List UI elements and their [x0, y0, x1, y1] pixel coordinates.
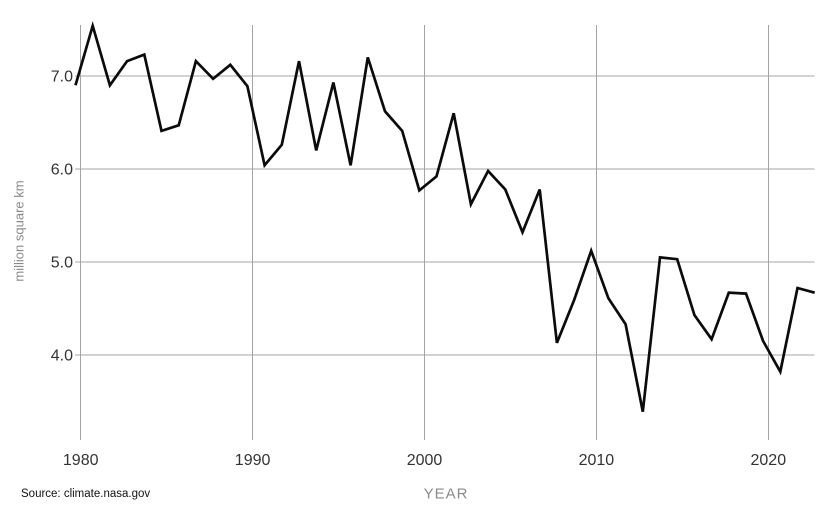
y-tick-label: 5.0: [51, 255, 73, 272]
y-axis-title: million square km: [11, 180, 27, 282]
source-attribution: Source: climate.nasa.gov: [21, 488, 151, 500]
y-tick-label: 6.0: [51, 162, 73, 179]
x-tick-label: 2010: [579, 452, 615, 469]
x-axis-title: YEAR: [423, 485, 469, 503]
x-tick-label: 1980: [63, 452, 99, 469]
sea-ice-extent-line: [74, 20, 816, 412]
y-tick-label: 4.0: [51, 348, 73, 365]
y-tick-label: 7.0: [51, 69, 73, 86]
x-tick-label: 2000: [407, 452, 443, 469]
x-tick-label: 1990: [235, 452, 271, 469]
x-tick-label: 2020: [751, 452, 787, 469]
